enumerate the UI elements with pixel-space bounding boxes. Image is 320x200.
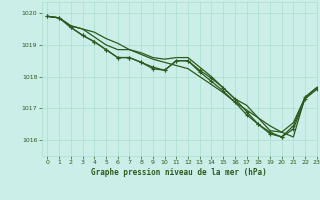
X-axis label: Graphe pression niveau de la mer (hPa): Graphe pression niveau de la mer (hPa) [91, 168, 267, 177]
